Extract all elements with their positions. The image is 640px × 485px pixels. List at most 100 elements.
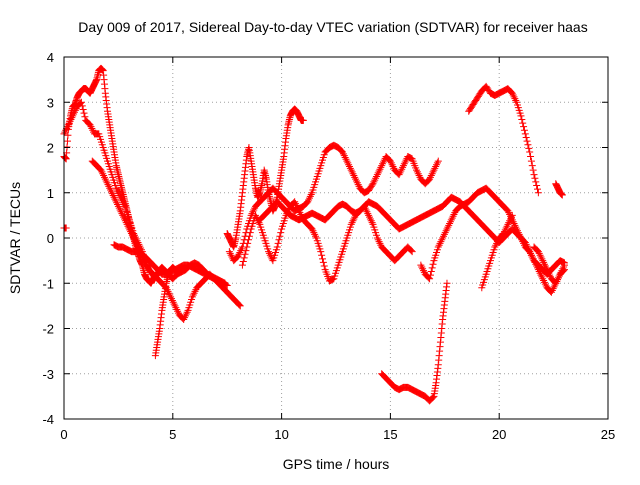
data-point [443,225,451,233]
data-point [89,126,97,134]
data-point [128,231,136,239]
data-point [123,220,131,228]
data-point [439,234,447,242]
data-point [493,238,501,246]
data-point [345,161,353,169]
data-point [367,217,375,225]
data-point [521,130,529,138]
data-point [419,267,427,275]
data-point [143,262,151,270]
data-point [537,253,545,261]
data-point [413,168,421,176]
data-point [443,279,451,287]
data-point [364,210,372,218]
data-point [365,211,373,219]
data-point [115,204,123,212]
data-point [540,278,548,286]
data-point [508,89,516,97]
data-point [498,231,506,239]
data-point [505,219,513,227]
data-point [190,289,198,297]
data-point [70,108,78,116]
data-point [538,255,546,263]
data-point [517,112,525,120]
data-point [273,243,281,251]
x-tick-label: 5 [169,427,176,442]
data-point [511,221,519,229]
data-point [347,220,355,228]
plot-area [60,64,568,405]
data-point [265,249,273,257]
data-point [536,251,544,259]
data-point [293,203,301,211]
chart-title: Day 009 of 2017, Sidereal Day-to-day VTE… [78,19,587,35]
data-point [560,267,568,275]
data-point [353,179,361,187]
data-point [526,148,534,156]
data-point [511,95,519,103]
data-point [180,315,188,323]
data-point [501,226,509,234]
data-point [68,114,76,122]
data-point [397,167,405,175]
data-point [533,246,541,254]
data-point [509,91,517,99]
data-point [308,225,316,233]
data-point [426,275,434,283]
data-point [133,240,141,248]
data-point [524,141,532,149]
data-point [343,157,351,165]
data-point [449,212,457,220]
data-point [429,393,437,401]
data-point [174,307,182,315]
data-point [400,160,408,168]
data-point [306,223,314,231]
data-point [122,219,130,227]
data-point [370,178,378,186]
data-point [442,227,450,235]
data-point [127,229,135,237]
data-point [238,261,246,269]
axis-ticks: 0 5 10 15 20 25 -4 -3 -2 -1 0 1 2 3 4 [42,50,615,442]
data-point [246,229,254,237]
data-point [373,171,381,179]
data-point [435,241,443,249]
y-tick-label: 2 [47,141,54,156]
data-point [350,172,358,180]
data-point [181,312,189,320]
data-point [167,295,175,303]
y-tick-label: 1 [47,186,54,201]
data-point [527,251,535,259]
data-point [245,232,253,240]
y-tick-label: 0 [47,231,54,246]
data-point [102,177,110,185]
data-point [527,249,535,257]
data-point [274,239,282,247]
data-series [110,241,231,290]
data-point [352,177,360,185]
data-point [63,137,71,145]
data-point [379,158,387,166]
data-point [540,260,548,268]
data-point [349,170,357,178]
data-point [296,209,304,217]
data-point [87,123,95,131]
data-point [80,109,88,117]
data-point [503,222,511,230]
data-point [398,165,406,173]
data-point [241,250,249,258]
data-point [225,248,233,256]
data-point [504,220,512,228]
data-point [84,119,92,127]
data-point [239,258,247,266]
data-series [60,98,155,278]
data-point [134,242,142,250]
data-point [418,263,426,271]
data-point [236,302,244,310]
data-point [374,169,382,177]
data-point [368,181,376,189]
data-point [345,163,353,171]
data-point [379,160,387,168]
data-point [493,239,501,247]
